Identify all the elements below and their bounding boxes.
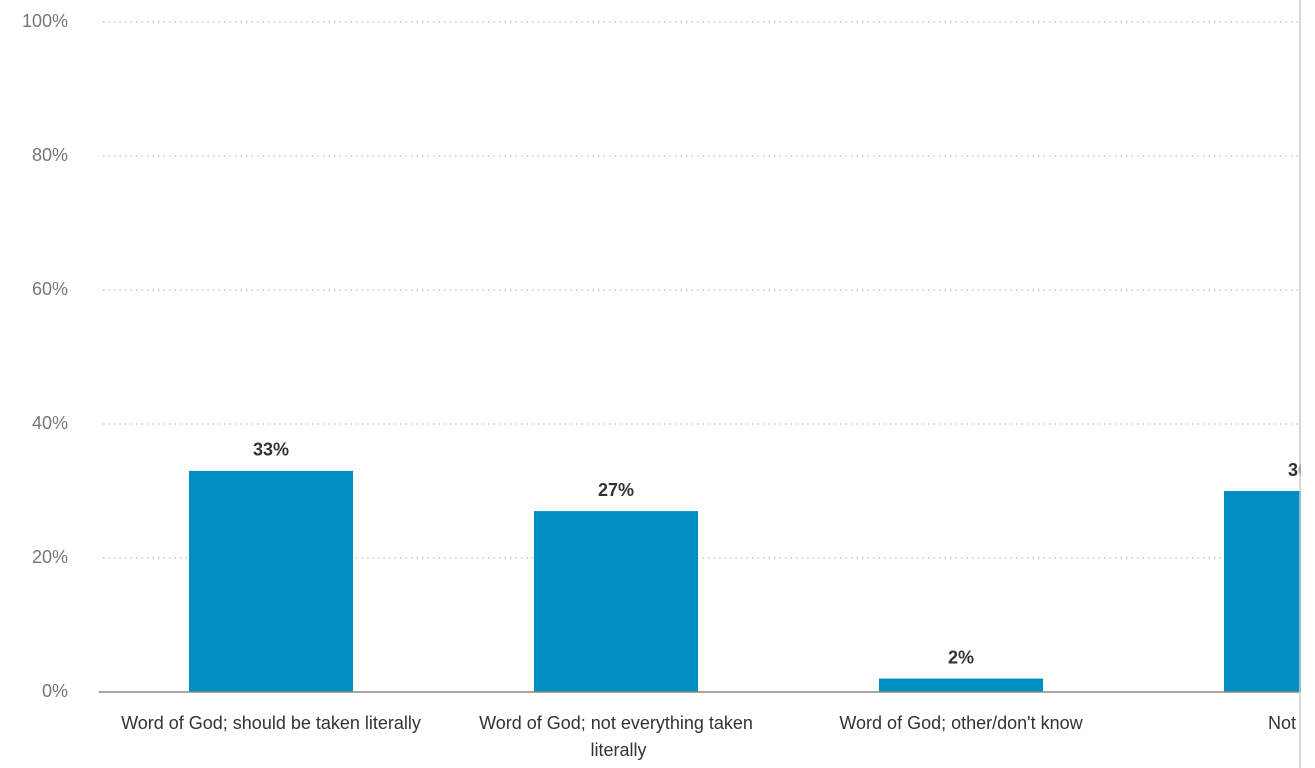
value-label: 33% [253,440,289,460]
y-tick-label: 80% [32,145,68,165]
bar [1224,491,1301,692]
bar [534,511,698,692]
y-tick-label: 100% [22,11,68,31]
x-tick-label: Word of God; not everything taken litera… [479,713,753,760]
y-tick-label: 20% [32,547,68,567]
bar [879,678,1043,692]
x-tick-label: Word of God; other/don't know [839,713,1083,733]
bar [189,470,353,692]
x-tick-label: Not the w [1268,713,1301,733]
y-tick-label: 0% [42,681,68,701]
value-label: 30% [1288,460,1301,480]
value-label: 2% [948,647,974,667]
y-tick-label: 60% [32,279,68,299]
y-tick-label: 40% [32,413,68,433]
value-label: 27% [598,480,634,500]
x-tick-label: Word of God; should be taken literally [121,713,421,733]
